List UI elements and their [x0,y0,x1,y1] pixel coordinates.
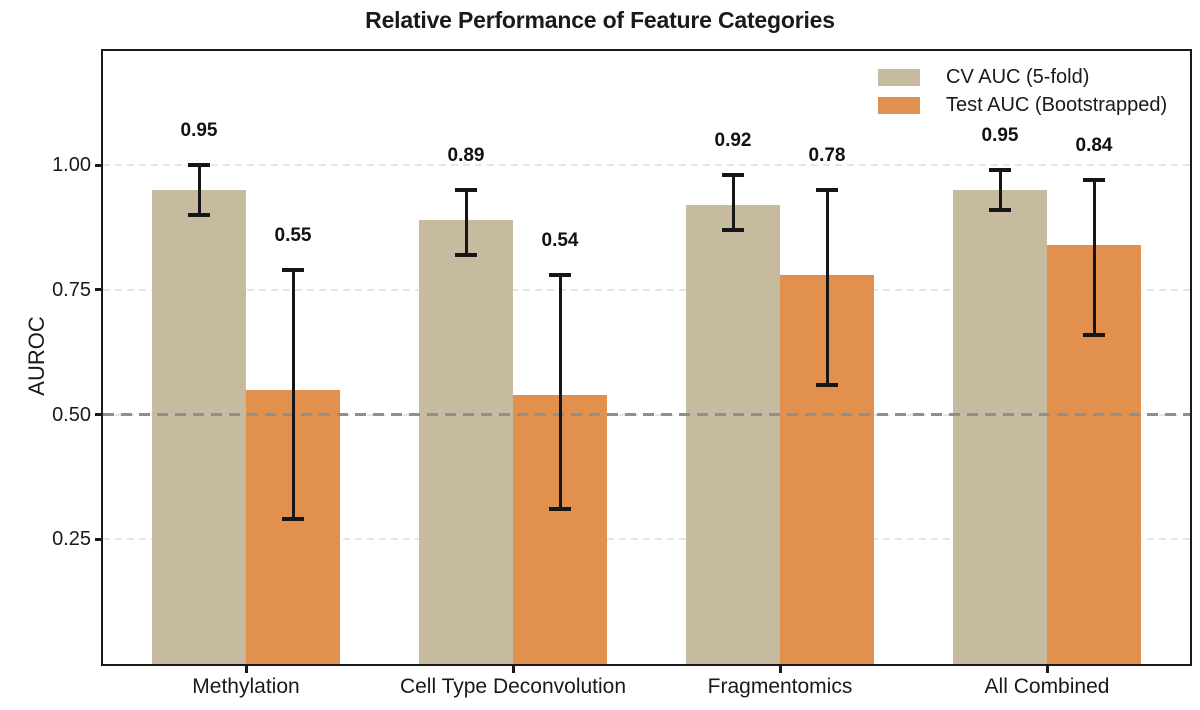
error-cap-top-cv-all-combined [989,167,1011,172]
y-tick-label-1.00: 1.00 [52,154,91,176]
bar-cv-methylation [152,189,246,664]
legend-swatch-test [878,96,920,114]
y-axis-label: AUROC [24,316,49,396]
error-cap-top-cv-methylation [188,163,210,167]
legend-item-cv: CV AUC (5-fold) [878,63,1167,91]
x-tick-label-3: Fragmentomics [707,675,853,698]
y-tick-mark-0.50 [95,413,103,416]
gridline-1.00 [103,164,1190,166]
error-bar-test-methylation [291,269,295,520]
value-label-cv-all-combined: 0.95 [981,124,1019,146]
legend-item-test: Test AUC (Bootstrapped) [878,91,1167,119]
error-cap-top-test-fragmentomics [816,187,838,192]
error-cap-bottom-test-fragmentomics [816,382,838,387]
x-tick-label-2: Cell Type Deconvolution [399,675,627,698]
value-label-test-fragmentomics: 0.78 [808,144,846,166]
y-tick-label-0.75: 0.75 [52,278,91,301]
error-bar-cv-methylation [197,165,201,215]
value-label-cv-cell-type-deconvolution: 0.89 [447,144,485,166]
error-cap-top-test-cell-type-deconvolution [549,272,571,277]
y-tick-label-0.50: 0.50 [52,403,91,426]
y-tick-mark-0.25 [95,537,103,541]
x-tick-label-1: Methylation [192,675,300,698]
error-bar-cv-cell-type-deconvolution [464,189,468,255]
value-label-cv-methylation: 0.95 [180,120,218,141]
error-bar-cv-fragmentomics [731,174,735,230]
y-tick-mark-1.00 [95,163,103,167]
error-cap-bottom-test-all-combined [1083,332,1105,337]
value-label-test-all-combined: 0.84 [1075,134,1113,156]
error-cap-top-test-methylation [282,267,304,272]
x-tick-mark-2 [511,666,515,673]
plot-area: 0.95 0.55 0.89 0.54 0.92 0.78 0.95 0.84 [101,49,1192,666]
error-cap-bottom-cv-methylation [188,212,210,217]
chance-level-reference-line [103,413,1190,416]
x-tick-mark-3 [778,666,782,673]
error-cap-bottom-cv-fragmentomics [722,227,744,232]
legend-label-test: Test AUC (Bootstrapped) [946,93,1168,116]
bar-cv-all-combined [953,189,1047,664]
y-tick-label-0.25: 0.25 [52,528,91,551]
error-cap-bottom-test-cell-type-deconvolution [549,507,571,512]
error-cap-top-cv-fragmentomics [722,172,744,177]
error-bar-test-all-combined [1092,179,1096,335]
value-label-cv-fragmentomics: 0.92 [714,129,752,151]
value-label-test-cell-type-deconvolution: 0.54 [541,229,579,251]
error-cap-bottom-test-methylation [282,517,304,522]
error-bar-cv-all-combined [998,169,1002,210]
legend-label-cv: CV AUC (5-fold) [946,65,1090,88]
error-cap-bottom-cv-cell-type-deconvolution [455,252,477,257]
value-label-test-methylation: 0.55 [274,224,312,246]
error-cap-top-cv-cell-type-deconvolution [455,187,477,192]
y-tick-mark-0.75 [95,288,103,292]
x-tick-label-4: All Combined [984,675,1110,698]
bar-cv-fragmentomics [686,204,780,664]
gridline-0.25 [103,538,1190,541]
legend: CV AUC (5-fold) Test AUC (Bootstrapped) [878,63,1167,119]
error-bar-test-fragmentomics [825,189,829,385]
chart-title: Relative Performance of Feature Categori… [365,7,835,33]
legend-swatch-cv [878,68,920,86]
x-tick-mark-4 [1045,666,1049,673]
bar-cv-cell-type-deconvolution [419,219,513,664]
x-tick-mark-1 [244,666,248,673]
error-bar-test-cell-type-deconvolution [558,274,562,510]
error-cap-top-test-all-combined [1083,177,1105,182]
error-cap-bottom-cv-all-combined [989,207,1011,212]
gridline-0.75 [103,288,1190,291]
